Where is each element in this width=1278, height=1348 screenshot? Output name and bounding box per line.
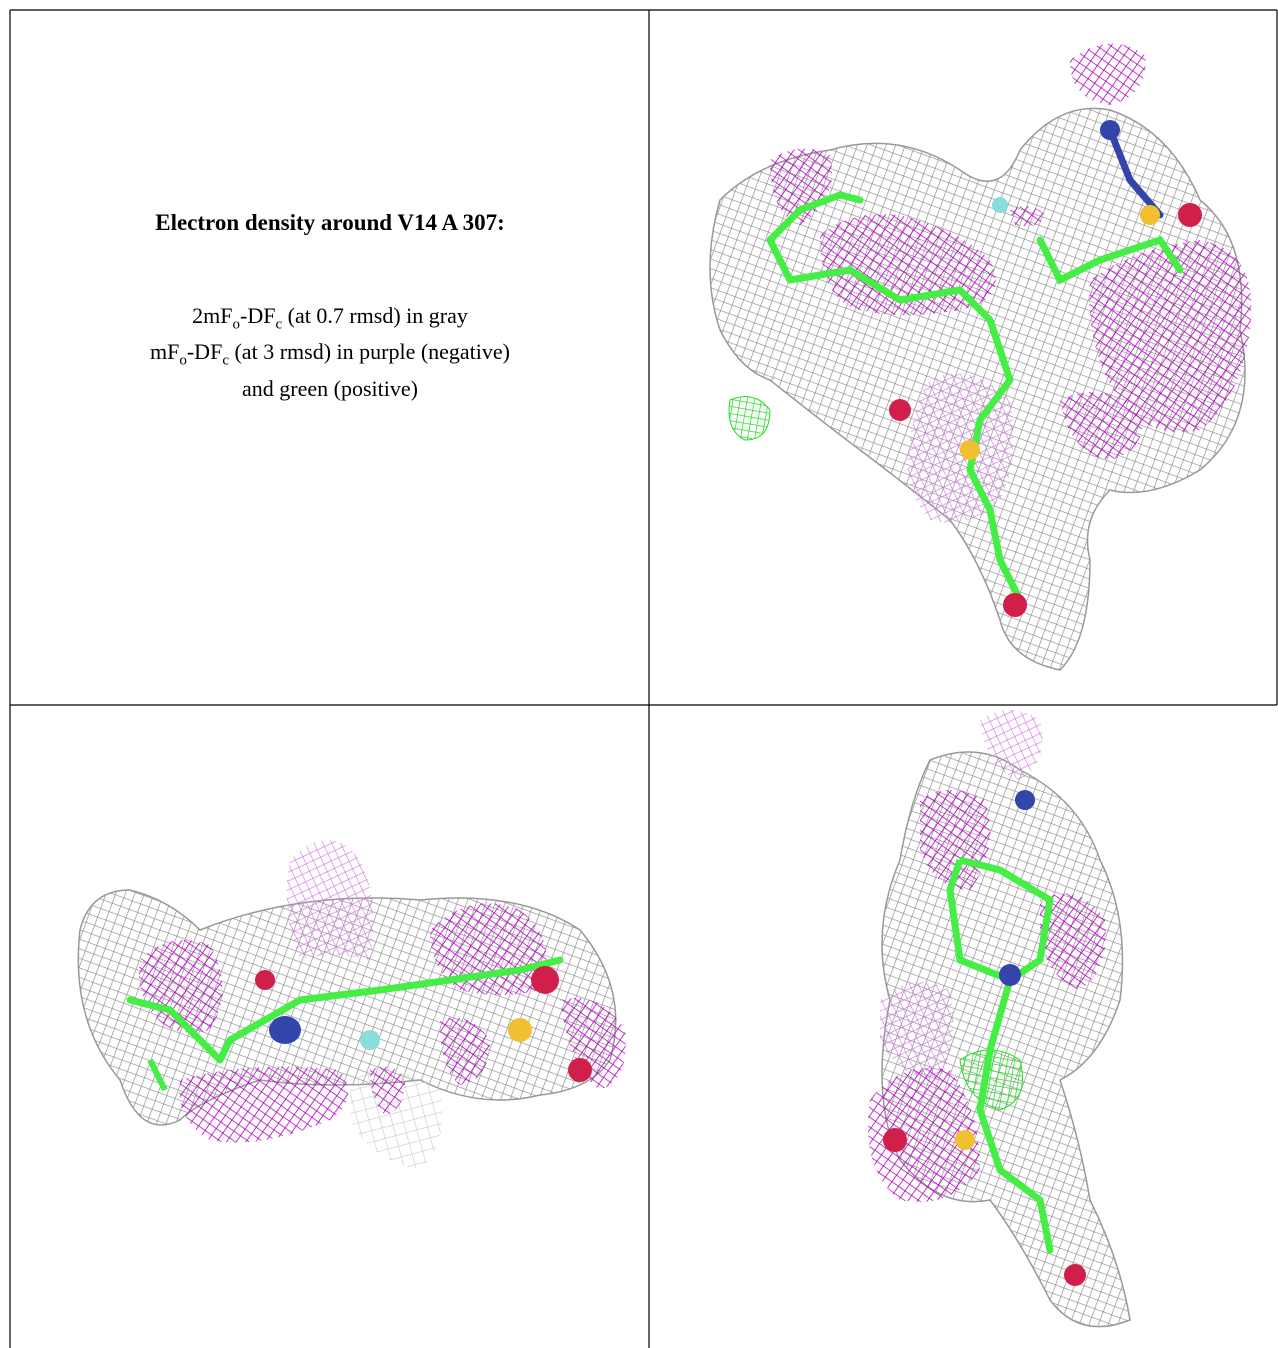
subscript: o: [233, 316, 241, 332]
caption-text: -DF: [187, 339, 222, 364]
figure-graphics: [0, 0, 1278, 1348]
caption-line: 2mFo-DFc (at 0.7 rmsd) in gray: [10, 302, 650, 338]
caption-text: 2mF: [192, 303, 232, 328]
density-view-top-right: [710, 44, 1251, 670]
caption-line: and green (positive): [10, 375, 650, 403]
caption-text: (at 3 rmsd) in purple (negative): [229, 339, 510, 364]
caption-text: -DF: [240, 303, 275, 328]
density-view-bottom-right: [868, 710, 1130, 1327]
caption-line: mFo-DFc (at 3 rmsd) in purple (negative): [10, 338, 650, 374]
caption-text: and green (positive): [242, 376, 418, 401]
caption-text: mF: [150, 339, 179, 364]
subscript: o: [179, 353, 187, 369]
caption-title: Electron density around V14 A 307:: [10, 210, 650, 236]
caption: Electron density around V14 A 307: 2mFo-…: [10, 210, 650, 403]
figure-page: Electron density around V14 A 307: 2mFo-…: [0, 0, 1278, 1348]
caption-text: (at 0.7 rmsd) in gray: [282, 303, 468, 328]
subscript: c: [222, 353, 229, 369]
density-view-bottom-left: [78, 840, 625, 1170]
